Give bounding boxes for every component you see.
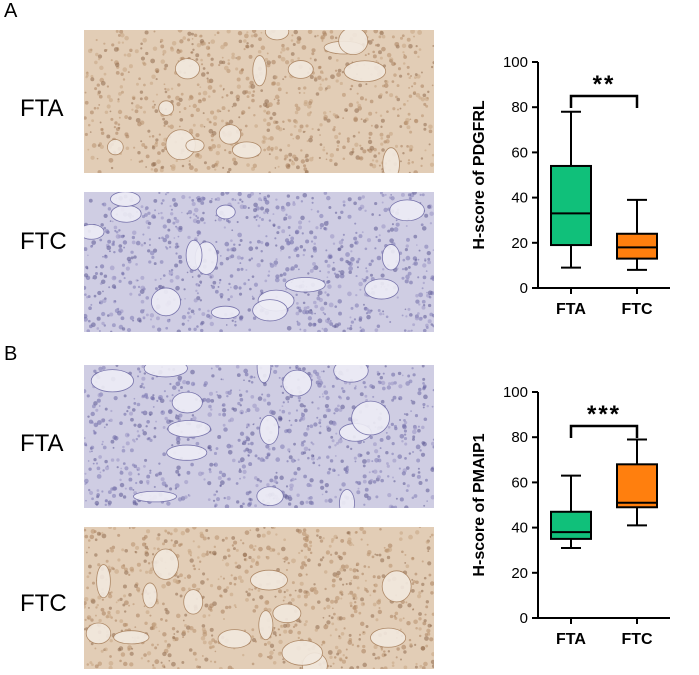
- boxplot-pdgfrl: 0 20 40 60 80 100 FTA FTC H-score of PDGFRL **: [460, 40, 699, 340]
- row-label-a-fta: FTA: [20, 95, 64, 122]
- significance-stars: **: [593, 71, 616, 98]
- box-fta: [550, 474, 592, 549]
- ihc-image-a-ftc: [84, 192, 434, 332]
- row-label-b-ftc: FTC: [20, 590, 67, 617]
- ihc-image-b-ftc: [84, 527, 434, 669]
- y-tick-label: 80: [511, 429, 528, 446]
- plot-svg: 0 20 40 60 80 100 FTA FTC H-score of PMAIP1 ***: [471, 384, 670, 648]
- row-label-a-ftc: FTC: [20, 228, 67, 255]
- x-tick-label: FTC: [621, 301, 653, 318]
- y-tick-label: 40: [511, 190, 528, 207]
- panel-letter-a: A: [4, 0, 18, 22]
- y-tick-label: 0: [520, 280, 528, 297]
- box-fta: [550, 110, 592, 269]
- y-tick-label: 60: [511, 144, 528, 161]
- boxplot-pmaip1: 0 20 40 60 80 100 FTA FTC H-score of PMAIP1 ***: [460, 370, 699, 670]
- y-tick-label: 80: [511, 99, 528, 116]
- box-iqr: [550, 510, 592, 540]
- panel-letter-b: B: [4, 343, 18, 365]
- box-iqr: [616, 463, 658, 509]
- y-tick-label: 0: [520, 610, 528, 627]
- x-tick-label: FTA: [556, 301, 586, 318]
- x-tick-label: FTA: [556, 631, 586, 648]
- significance-stars: ***: [587, 401, 621, 428]
- plot-svg: 0 20 40 60 80 100 FTA FTC H-score of PDGFRL **: [471, 54, 670, 318]
- box-ftc: [616, 438, 658, 527]
- row-label-b-fta: FTA: [20, 430, 64, 457]
- x-tick-label: FTC: [621, 631, 653, 648]
- significance-bracket: [569, 94, 639, 108]
- y-tick-label: 20: [511, 565, 528, 582]
- y-tick-label: 100: [503, 54, 528, 71]
- ihc-image-b-fta: [84, 365, 434, 508]
- y-tick-label: 100: [503, 384, 528, 401]
- y-tick-label: 20: [511, 235, 528, 252]
- box-iqr: [616, 232, 658, 260]
- y-tick-label: 40: [511, 520, 528, 537]
- significance-bracket: [569, 424, 639, 438]
- box-ftc: [616, 198, 658, 271]
- ihc-image-a-fta: [84, 30, 434, 173]
- box-iqr: [550, 164, 592, 247]
- y-axis-label: H-score of PDGFRL: [471, 100, 488, 250]
- y-axis-label: H-score of PMAIP1: [471, 433, 488, 576]
- y-tick-label: 60: [511, 474, 528, 491]
